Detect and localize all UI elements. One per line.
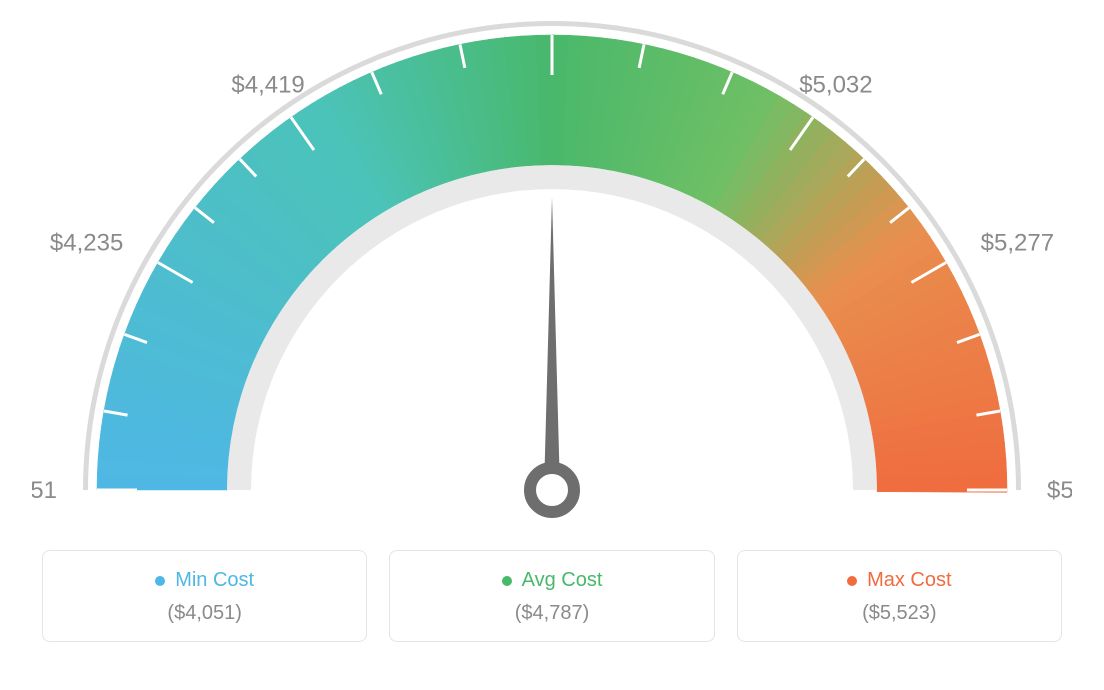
avg-cost-card: Avg Cost ($4,787)	[389, 550, 714, 642]
min-cost-title-row: Min Cost	[155, 569, 254, 592]
gauge-needle	[544, 197, 560, 490]
max-cost-title: Max Cost	[867, 569, 951, 592]
gauge-tick-label: $5,277	[981, 230, 1054, 257]
min-cost-value: ($4,051)	[53, 602, 356, 625]
gauge-tick-label: $5,523	[1047, 477, 1072, 504]
gauge-tick-label: $5,032	[799, 72, 872, 99]
max-cost-value: ($5,523)	[748, 602, 1051, 625]
max-cost-dot-icon	[847, 576, 857, 586]
avg-cost-dot-icon	[502, 576, 512, 586]
max-cost-title-row: Max Cost	[847, 569, 951, 592]
cost-gauge: $4,051$4,235$4,419$4,787$5,032$5,277$5,5…	[0, 0, 1104, 560]
min-cost-card: Min Cost ($4,051)	[42, 550, 367, 642]
min-cost-title: Min Cost	[175, 569, 254, 592]
gauge-tick-label: $4,419	[231, 72, 304, 99]
max-cost-card: Max Cost ($5,523)	[737, 550, 1062, 642]
gauge-tick-label: $4,051	[32, 477, 57, 504]
avg-cost-title-row: Avg Cost	[502, 569, 603, 592]
min-cost-dot-icon	[155, 576, 165, 586]
avg-cost-value: ($4,787)	[400, 602, 703, 625]
avg-cost-title: Avg Cost	[522, 569, 603, 592]
gauge-svg: $4,051$4,235$4,419$4,787$5,032$5,277$5,5…	[32, 10, 1072, 550]
summary-cards: Min Cost ($4,051) Avg Cost ($4,787) Max …	[42, 550, 1062, 642]
gauge-needle-hub	[530, 468, 574, 512]
gauge-tick-label: $4,235	[50, 230, 123, 257]
